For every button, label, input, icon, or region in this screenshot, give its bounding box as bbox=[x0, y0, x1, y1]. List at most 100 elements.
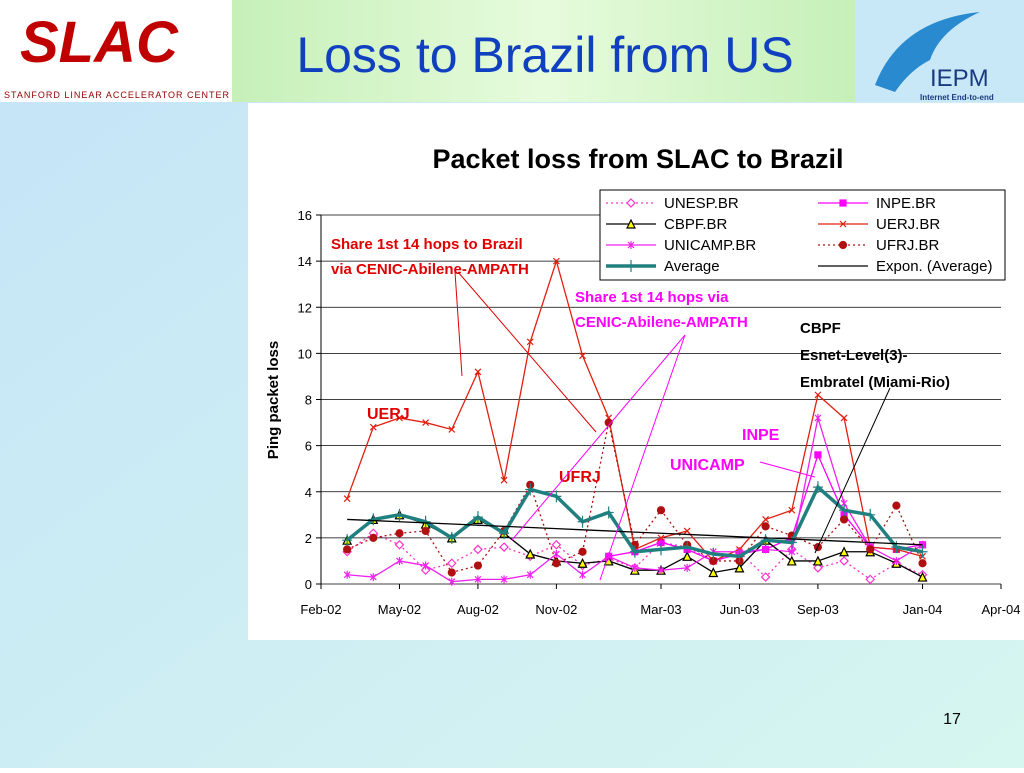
marker bbox=[866, 545, 875, 554]
marker bbox=[656, 506, 666, 515]
marker bbox=[369, 573, 377, 582]
x-tick-label: Mar-03 bbox=[640, 602, 681, 617]
y-tick-label: 6 bbox=[305, 439, 312, 454]
marker bbox=[813, 563, 823, 573]
logo-left-name: SLAC bbox=[20, 10, 179, 75]
marker bbox=[814, 413, 822, 422]
marker bbox=[551, 539, 562, 550]
y-tick-label: 12 bbox=[298, 300, 312, 315]
logo-right-name: IEPM bbox=[930, 65, 989, 92]
marker bbox=[394, 508, 405, 521]
marker bbox=[577, 515, 588, 528]
marker bbox=[448, 577, 456, 586]
marker bbox=[788, 547, 796, 556]
marker bbox=[917, 545, 928, 558]
marker bbox=[631, 563, 639, 572]
marker bbox=[422, 419, 430, 426]
marker bbox=[788, 506, 796, 514]
marker bbox=[421, 526, 430, 536]
x-tick-label: Nov-02 bbox=[535, 602, 577, 617]
marker bbox=[839, 199, 847, 207]
marker bbox=[552, 550, 560, 559]
marker bbox=[708, 567, 719, 578]
marker bbox=[499, 527, 510, 540]
logo-left-area bbox=[0, 0, 232, 102]
marker bbox=[474, 368, 482, 376]
legend-box bbox=[599, 189, 1006, 281]
page-number: 17 bbox=[943, 711, 961, 728]
marker bbox=[396, 414, 403, 422]
annotation: UFRJ bbox=[559, 469, 601, 486]
marker bbox=[552, 257, 560, 265]
marker bbox=[840, 414, 848, 422]
marker bbox=[761, 522, 770, 531]
x-tick-label: May-02 bbox=[378, 602, 421, 617]
marker bbox=[892, 501, 901, 510]
marker bbox=[865, 508, 876, 521]
marker bbox=[526, 570, 534, 579]
chart-title: Packet loss from SLAC to Brazil bbox=[432, 144, 843, 174]
marker bbox=[760, 572, 771, 582]
marker bbox=[473, 561, 483, 570]
marker bbox=[342, 534, 353, 547]
series-line bbox=[347, 518, 923, 546]
y-tick-label: 16 bbox=[298, 208, 312, 223]
marker bbox=[708, 548, 719, 561]
marker bbox=[762, 516, 770, 523]
logo-left-caption: Stanford Linear Accelerator Center bbox=[4, 90, 230, 100]
arrow bbox=[454, 271, 463, 377]
annotation: via CENIC-Abilene-AMPATH bbox=[331, 261, 529, 278]
marker bbox=[472, 511, 483, 524]
x-tick-label: Aug-02 bbox=[457, 602, 499, 617]
marker bbox=[551, 490, 562, 503]
marker bbox=[525, 483, 536, 496]
logo-right-caption: Internet End-to-end bbox=[920, 93, 994, 102]
marker bbox=[394, 539, 405, 550]
arrow bbox=[814, 387, 891, 554]
marker bbox=[474, 575, 482, 584]
header bbox=[232, 0, 855, 102]
marker bbox=[627, 241, 635, 249]
marker bbox=[579, 352, 586, 360]
marker bbox=[446, 558, 457, 569]
legend-label: INPE.BR bbox=[876, 195, 936, 212]
annotation: CBPF bbox=[800, 320, 841, 337]
marker bbox=[839, 546, 850, 557]
y-tick-label: 4 bbox=[305, 485, 312, 500]
legend-label: Average bbox=[664, 258, 720, 275]
chart-area bbox=[248, 103, 1024, 640]
marker bbox=[918, 559, 927, 568]
marker bbox=[343, 495, 351, 503]
y-axis-label: Ping packet loss bbox=[265, 341, 282, 459]
marker bbox=[396, 556, 403, 565]
arrow bbox=[759, 461, 816, 478]
marker bbox=[812, 555, 823, 566]
marker bbox=[343, 545, 352, 554]
marker bbox=[626, 260, 636, 272]
marker bbox=[526, 338, 534, 346]
annotation: UNICAMP bbox=[670, 457, 745, 474]
annotation: UERJ bbox=[367, 406, 410, 423]
y-tick-label: 14 bbox=[298, 254, 312, 269]
marker bbox=[369, 423, 377, 431]
marker bbox=[629, 545, 640, 558]
marker bbox=[892, 556, 900, 565]
marker bbox=[448, 426, 456, 433]
x-tick-label: Apr-04 bbox=[981, 602, 1020, 617]
marker bbox=[839, 515, 849, 524]
x-tick-label: Jun-03 bbox=[720, 602, 760, 617]
marker bbox=[734, 550, 745, 563]
marker bbox=[839, 556, 849, 566]
marker bbox=[500, 575, 508, 584]
y-tick-label: 8 bbox=[305, 393, 312, 408]
y-tick-label: 0 bbox=[305, 577, 312, 592]
marker bbox=[447, 568, 456, 577]
legend-label: UERJ.BR bbox=[876, 216, 940, 233]
plot: 0 2 4 6 8 10 12 14 16 Feb-02 May-02 Aug-02 Nov-02 Mar… bbox=[298, 189, 1021, 617]
marker bbox=[657, 534, 665, 542]
marker bbox=[603, 506, 614, 519]
x-tick-label: Sep-03 bbox=[797, 602, 839, 617]
marker bbox=[682, 550, 693, 561]
marker bbox=[762, 545, 770, 554]
